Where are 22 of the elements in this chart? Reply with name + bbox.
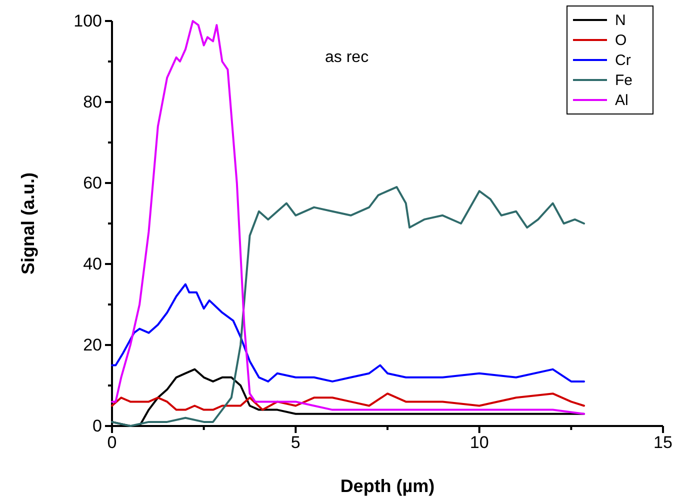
legend-label: Cr — [615, 52, 631, 69]
y-tick-label: 0 — [92, 416, 102, 436]
x-tick-label: 10 — [470, 433, 489, 452]
x-tick-label: 15 — [654, 433, 672, 452]
line-series — [111, 20, 586, 415]
legend-label: Al — [615, 92, 628, 109]
x-tick-label: 5 — [290, 433, 300, 452]
y-tick-label: 40 — [83, 254, 102, 274]
y-tick-label: 100 — [74, 11, 102, 30]
x-tick-label: 0 — [107, 433, 117, 452]
y-tick-label: 80 — [83, 92, 102, 112]
legend-label: N — [615, 12, 626, 29]
legend-label: O — [615, 32, 627, 49]
y-tick-label: 60 — [83, 173, 102, 192]
legend-label: Fe — [615, 72, 633, 89]
y-axis-title: Signal (a.u.) — [18, 172, 38, 275]
line-series — [111, 186, 586, 427]
line-series — [111, 392, 586, 411]
x-axis-title: Depth (µm) — [340, 476, 435, 496]
y-tick-label: 20 — [83, 335, 102, 354]
line-series — [111, 283, 586, 382]
annotation: as rec — [325, 49, 369, 66]
